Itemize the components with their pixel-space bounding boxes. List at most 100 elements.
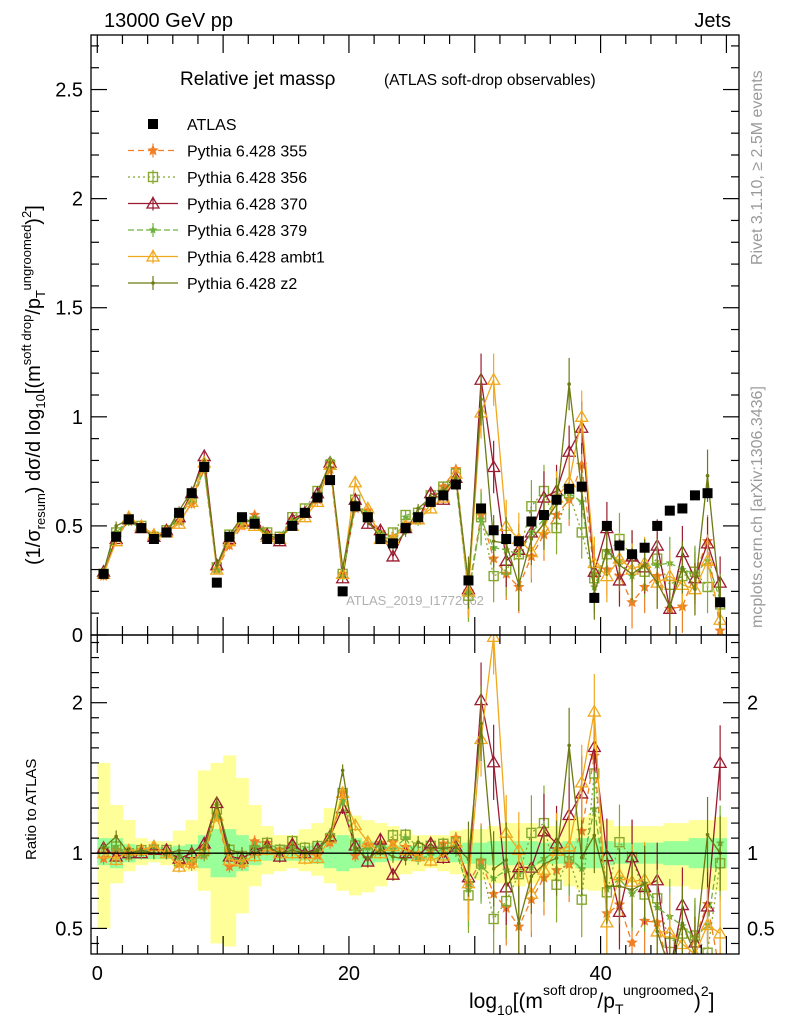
point-z2 (655, 580, 660, 585)
ratio-point-z2 (554, 856, 559, 860)
point-ambt1 (322, 457, 338, 470)
series-line-z2 (102, 384, 721, 609)
ratio-point-z2 (630, 887, 634, 892)
legend-marker-p356 (147, 171, 159, 183)
ratio-point-z2 (265, 844, 269, 849)
x-tick-label: 40 (589, 963, 611, 985)
ratio-point-ambt1 (511, 842, 526, 855)
y-tick-label-ratio: 1 (72, 843, 83, 865)
point-ATLAS (148, 534, 159, 544)
ratio-point-z2 (366, 856, 370, 861)
legend-marker-p370 (145, 196, 161, 209)
ratio-point-p355 (248, 835, 261, 847)
point-z2 (215, 563, 219, 567)
mcplots-reference-text: mcplots.cern.ch [arXiv:1306.3436] (749, 386, 766, 628)
ratio-point-z2 (340, 768, 345, 773)
point-ATLAS (438, 490, 449, 501)
point-ATLAS (299, 507, 310, 518)
ratio-point-z2 (542, 862, 546, 866)
legend-marker-ambt1 (145, 249, 161, 262)
ratio-point-ambt1 (184, 855, 199, 868)
rivet-version-text: Rivet 3.1.10, ≥ 2.5M events (749, 70, 766, 265)
ratio-point-ambt1 (486, 635, 501, 643)
ratio-point-z2 (202, 847, 207, 852)
point-ATLAS (186, 488, 197, 499)
point-ATLAS (526, 516, 537, 527)
point-z2 (454, 476, 458, 480)
ratio-point-p370 (713, 755, 728, 769)
ratio-point-p370 (385, 867, 401, 880)
point-z2 (630, 572, 634, 576)
ratio-point-z2 (466, 857, 471, 862)
ratio-point-ambt1 (109, 852, 124, 866)
legend-marker-p355 (147, 144, 159, 156)
ratio-point-z2 (592, 833, 597, 838)
ratio-point-z2 (328, 834, 332, 839)
ratio-point-z2 (479, 721, 483, 726)
x-tick-label: 0 (92, 963, 103, 985)
ratio-point-ambt1 (96, 845, 111, 859)
point-ambt1 (423, 501, 438, 514)
point-ATLAS (400, 523, 411, 534)
point-ATLAS (199, 462, 210, 472)
ratio-point-z2 (491, 867, 496, 871)
ratio-point-ambt1 (322, 831, 338, 844)
ratio-point-z2 (642, 881, 647, 886)
x-tick-label: 20 (338, 963, 360, 985)
ratio-point-ambt1 (285, 845, 300, 859)
legend-label-p370: Pythia 6.428 370 (187, 197, 307, 214)
point-z2 (517, 583, 521, 587)
analysis-watermark: ATLAS_2019_I1772062 (346, 593, 484, 608)
point-ATLAS (111, 531, 122, 542)
ratio-point-ambt1 (574, 775, 589, 788)
ratio-point-z2 (391, 854, 395, 859)
point-ATLAS (614, 540, 625, 551)
y-tick-label-main: 0.5 (55, 516, 83, 538)
point-ATLAS (652, 520, 663, 531)
legend-marker-z2 (151, 281, 155, 285)
point-p379 (476, 514, 486, 523)
ratio-point-ambt1 (348, 817, 363, 831)
ratio-point-ambt1 (713, 926, 728, 939)
point-z2 (479, 397, 483, 402)
ratio-point-z2 (617, 884, 622, 889)
y-tick-label-main: 1.5 (55, 298, 83, 320)
point-ATLAS (551, 494, 562, 505)
point-ATLAS (174, 507, 185, 518)
x-axis-label: log10[(msoft drop/pTungroomed)2] (469, 982, 714, 1018)
point-ATLAS (362, 512, 373, 523)
ratio-point-p370 (272, 849, 287, 862)
point-z2 (542, 521, 546, 526)
legend-label-p379: Pythia 6.428 379 (187, 223, 307, 240)
point-z2 (680, 565, 685, 570)
point-p370 (385, 549, 401, 562)
ratio-panel-series (96, 635, 728, 954)
point-ATLAS (337, 586, 348, 597)
point-ambt1 (335, 566, 350, 580)
ratio-point-z2 (705, 832, 710, 837)
ratio-point-p379 (401, 833, 410, 842)
point-ATLAS (287, 520, 298, 531)
point-z2 (617, 563, 622, 567)
ratio-point-ambt1 (436, 848, 451, 861)
point-ATLAS (450, 479, 461, 490)
ratio-point-z2 (403, 857, 408, 862)
point-ATLAS (476, 503, 487, 514)
point-ambt1 (574, 409, 589, 422)
legend-label-z2: Pythia 6.428 z2 (187, 276, 297, 293)
point-ATLAS (601, 520, 612, 531)
ratio-point-ambt1 (385, 838, 401, 852)
point-ambt1 (234, 516, 250, 529)
point-ATLAS (123, 514, 134, 525)
ratio-point-z2 (353, 846, 358, 850)
point-ATLAS (375, 534, 386, 544)
point-z2 (705, 473, 710, 478)
point-ATLAS (627, 549, 638, 560)
series-line-p356 (102, 462, 721, 605)
point-ambt1 (599, 568, 615, 582)
y-tick-label-ratio-right: 2 (747, 693, 758, 715)
point-ATLAS (576, 481, 587, 492)
ratio-point-p355 (626, 936, 638, 948)
legend-label-p356: Pythia 6.428 356 (187, 170, 307, 187)
